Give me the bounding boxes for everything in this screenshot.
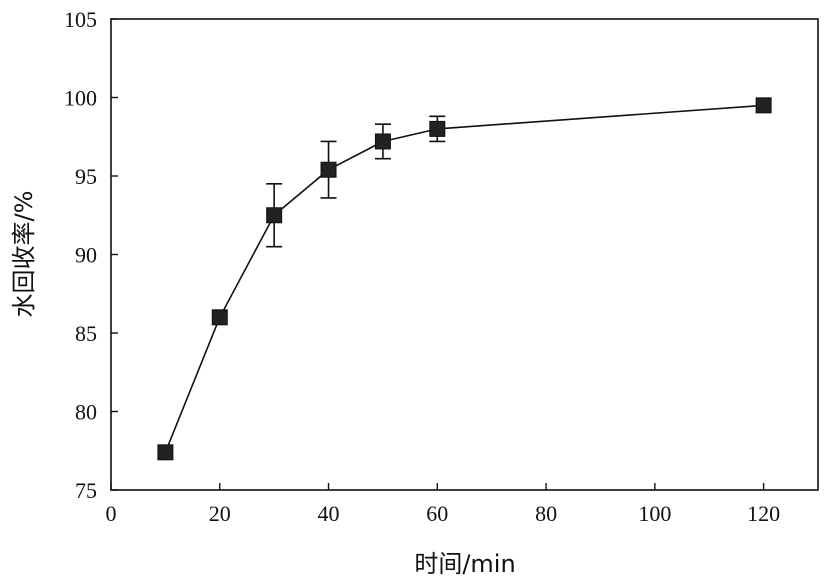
x-tick-label: 0 [106,501,117,526]
y-tick-label: 75 [75,478,97,503]
data-point-square [211,309,228,326]
x-tick-label: 40 [318,501,340,526]
x-tick-label: 20 [209,501,231,526]
x-tick-label: 120 [747,501,780,526]
data-point-square [266,207,283,224]
axes [110,18,819,491]
x-tick-label: 80 [535,501,557,526]
y-tick-label: 90 [75,243,97,268]
y-axis-title: 水回收率/% [10,191,38,318]
x-axis-title: 时间/min [414,550,515,578]
data-point-square [157,444,174,461]
data-point-square [429,120,446,137]
data-series [157,97,772,461]
data-point-square [374,133,391,150]
plot-frame [110,18,819,491]
y-tick-label: 85 [75,321,97,346]
data-point-square [755,97,772,114]
y-tick-label: 105 [64,7,97,32]
data-point-square [320,161,337,178]
ticks: 0 20 40 60 80 100 120 75 80 85 90 95 100 105 [64,7,780,526]
y-tick-label: 95 [75,164,97,189]
x-tick-label: 100 [638,501,671,526]
y-tick-label: 80 [75,400,97,425]
series-line [164,104,764,453]
y-tick-label: 100 [64,86,97,111]
x-tick-label: 60 [426,501,448,526]
